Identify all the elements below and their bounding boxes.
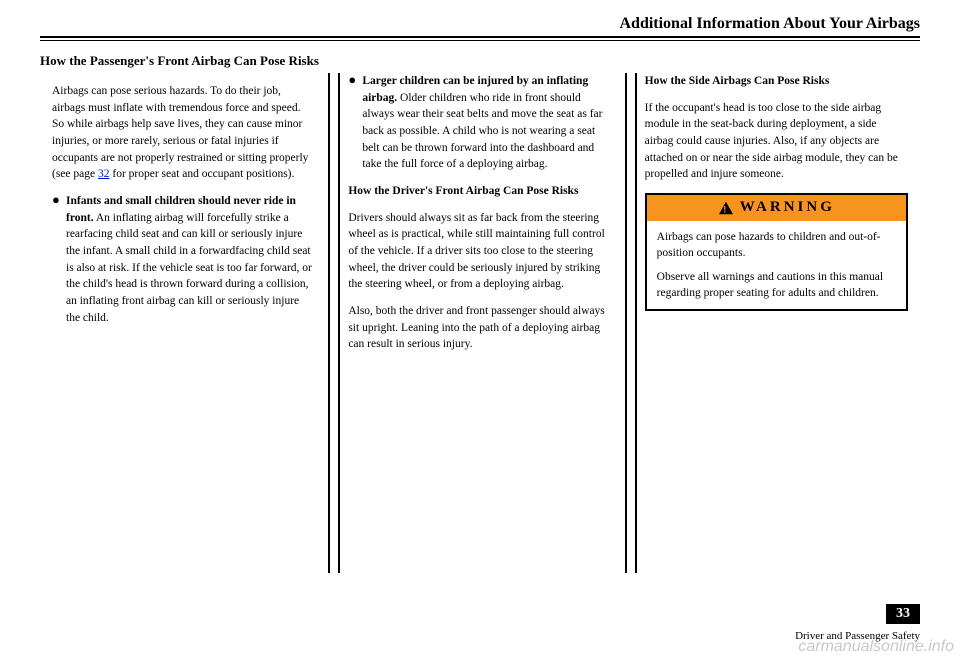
column-separator-2 xyxy=(625,73,632,573)
bullet-text: Infants and small children should never … xyxy=(66,193,315,326)
section-subtitle: How the Passenger's Front Airbag Can Pos… xyxy=(40,53,920,69)
bullet-text: Larger children can be injured by an inf… xyxy=(362,73,611,173)
bullet-body: An inflating airbag will forcefully stri… xyxy=(66,212,312,324)
warning-triangle-icon: ! xyxy=(718,201,734,215)
column-2: ● Larger children can be injured by an i… xyxy=(336,73,623,573)
column-separator-1 xyxy=(328,73,335,573)
warning-body: Airbags can pose hazards to children and… xyxy=(647,221,906,309)
warning-box: ! WARNING Airbags can pose hazards to ch… xyxy=(645,193,908,311)
side-airbag-paragraph: If the occupant's head is too close to t… xyxy=(645,100,908,183)
rule-top xyxy=(40,36,920,38)
driver-paragraph-1: Drivers should always sit as far back fr… xyxy=(348,210,611,293)
page-number-badge: 33 xyxy=(886,604,920,624)
content-columns: Airbags can pose serious hazards. To do … xyxy=(40,73,920,573)
intro-text-a: Airbags can pose serious hazards. To do … xyxy=(52,85,308,180)
intro-text-b: for proper seat and occupant positions). xyxy=(112,168,294,180)
warning-header: ! WARNING xyxy=(647,195,906,221)
bullet-larger-children: ● Larger children can be injured by an i… xyxy=(348,73,611,173)
watermark-text: carmanualsonline.info xyxy=(798,638,954,656)
driver-section: How the Driver's Front Airbag Can Pose R… xyxy=(348,183,611,200)
bullet-dot-icon: ● xyxy=(52,193,66,326)
svg-text:!: ! xyxy=(723,205,728,215)
intro-paragraph: Airbags can pose serious hazards. To do … xyxy=(52,83,315,183)
bullet-dot-icon: ● xyxy=(348,73,362,173)
warning-paragraph-2: Observe all warnings and cautions in thi… xyxy=(657,269,896,301)
page-link-32[interactable]: 32 xyxy=(98,168,110,180)
warning-label: WARNING xyxy=(740,197,835,219)
page-title: Additional Information About Your Airbag… xyxy=(40,15,920,33)
column-1: Airbags can pose serious hazards. To do … xyxy=(40,73,327,573)
side-airbag-title: How the Side Airbags Can Pose Risks xyxy=(645,73,908,90)
driver-paragraph-2: Also, both the driver and front passenge… xyxy=(348,303,611,353)
manual-page: Additional Information About Your Airbag… xyxy=(0,0,960,660)
warning-paragraph-1: Airbags can pose hazards to children and… xyxy=(657,229,896,261)
side-airbag-title-text: How the Side Airbags Can Pose Risks xyxy=(645,75,830,87)
bullet-body: Older children who ride in front should … xyxy=(362,92,602,171)
rule-bottom xyxy=(40,40,920,41)
driver-section-title: How the Driver's Front Airbag Can Pose R… xyxy=(348,185,578,197)
bullet-infants: ● Infants and small children should neve… xyxy=(52,193,315,326)
column-3: How the Side Airbags Can Pose Risks If t… xyxy=(633,73,920,573)
